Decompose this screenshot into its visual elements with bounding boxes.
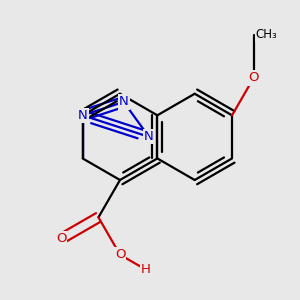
- Text: CH₃: CH₃: [256, 28, 277, 41]
- Text: H: H: [141, 263, 151, 276]
- Text: N: N: [78, 109, 88, 122]
- Text: O: O: [56, 232, 66, 245]
- Text: N: N: [144, 130, 154, 143]
- Text: N: N: [119, 95, 128, 109]
- Text: N: N: [78, 109, 88, 122]
- Text: O: O: [248, 71, 259, 85]
- Text: O: O: [115, 248, 125, 261]
